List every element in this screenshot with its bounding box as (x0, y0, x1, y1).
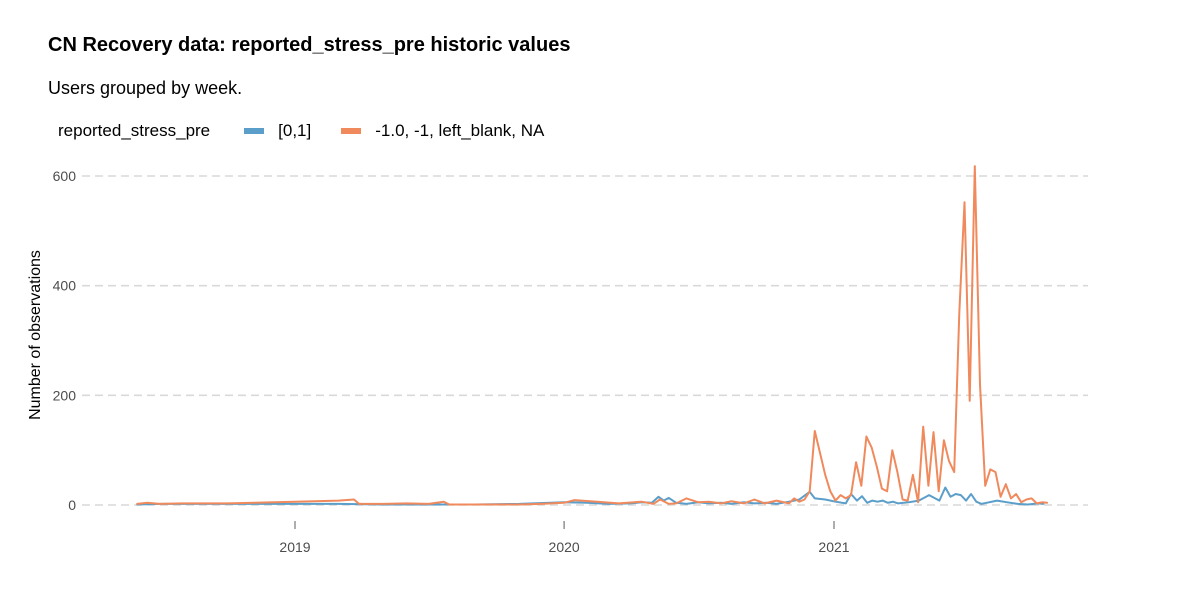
legend-swatch-0 (244, 128, 265, 134)
legend-label-1: -1.0, -1, left_blank, NA (375, 121, 545, 140)
series-line-1 (136, 165, 1049, 506)
y-tick-label-0: 0 (68, 497, 76, 513)
legend-item-1: -1.0, -1, left_blank, NA (341, 121, 544, 141)
grid-layer (82, 175, 1088, 506)
legend-item-0: [0,1] (244, 121, 311, 141)
chart-title: CN Recovery data: reported_stress_pre hi… (48, 34, 571, 56)
legend-label-0: [0,1] (278, 121, 312, 140)
legend-swatch-1 (341, 128, 362, 134)
x-tick-label-1: 2020 (549, 539, 580, 555)
y-tick-label-1: 200 (53, 387, 77, 403)
y-tick-label-3: 600 (53, 168, 77, 184)
y-tick-label-2: 400 (53, 278, 77, 294)
x-tick-label-2: 2021 (818, 539, 849, 555)
x-tick-label-0: 2019 (279, 539, 310, 555)
series-layer (136, 165, 1049, 506)
chart-subtitle: Users grouped by week. (48, 78, 243, 98)
x-axis: 2019 2020 2021 (279, 521, 850, 555)
legend: reported_stress_pre [0,1] -1.0, -1, left… (58, 121, 574, 141)
legend-title: reported_stress_pre (58, 121, 211, 140)
y-axis: 0 200 400 600 (53, 168, 77, 513)
series-line-0 (136, 486, 1045, 506)
y-axis-title: Number of observations (27, 250, 44, 420)
